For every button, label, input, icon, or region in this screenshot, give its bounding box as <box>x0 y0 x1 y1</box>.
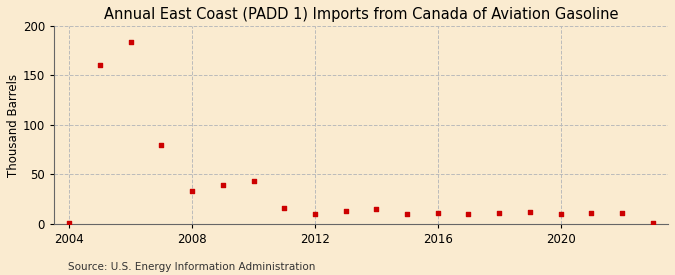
Point <box>279 206 290 210</box>
Point <box>310 212 321 216</box>
Point <box>556 212 566 216</box>
Title: Annual East Coast (PADD 1) Imports from Canada of Aviation Gasoline: Annual East Coast (PADD 1) Imports from … <box>104 7 618 22</box>
Point <box>433 211 443 215</box>
Point <box>524 210 535 214</box>
Point <box>187 189 198 194</box>
Point <box>64 221 75 225</box>
Point <box>402 212 412 216</box>
Point <box>616 211 627 215</box>
Point <box>95 62 105 67</box>
Point <box>217 183 228 188</box>
Point <box>156 142 167 147</box>
Y-axis label: Thousand Barrels: Thousand Barrels <box>7 73 20 177</box>
Point <box>340 209 351 213</box>
Text: Source: U.S. Energy Information Administration: Source: U.S. Energy Information Administ… <box>68 262 315 272</box>
Point <box>371 207 382 211</box>
Point <box>494 211 505 215</box>
Point <box>248 179 259 184</box>
Point <box>647 221 658 225</box>
Point <box>463 212 474 216</box>
Point <box>126 40 136 44</box>
Point <box>586 211 597 215</box>
